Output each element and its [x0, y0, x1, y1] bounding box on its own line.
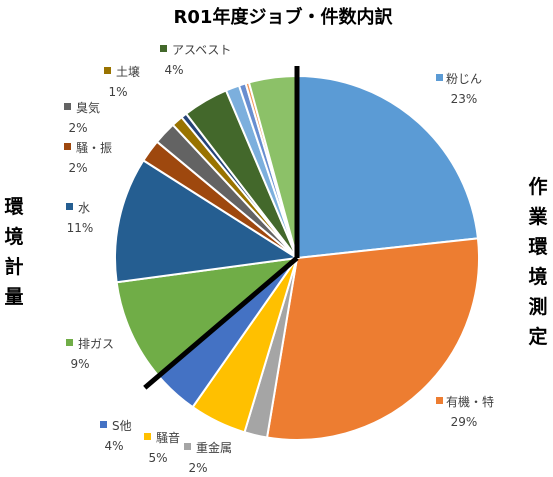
slice-percent-label: 2%	[188, 461, 207, 475]
slice-name-label: S他	[112, 419, 132, 433]
slice-name-label: 騒・振	[76, 141, 112, 155]
slice-label-アスベスト: アスベスト 4%	[160, 43, 231, 77]
slice-name-label: 臭気	[76, 100, 100, 115]
group-label-char: 定	[528, 325, 547, 348]
legend-marker	[66, 203, 73, 210]
slice-label-S他: S他 4%	[100, 419, 132, 453]
legend-marker	[64, 103, 71, 110]
slice-name-label: アスベスト	[172, 43, 231, 57]
group-label-char: 計	[4, 255, 23, 278]
slice-name-label: 粉じん	[446, 72, 482, 86]
divider-line-bottom-left	[143, 256, 299, 390]
slice-label-粉じん: 粉じん 23%	[436, 72, 482, 106]
slice-name-label: 騒音	[156, 430, 180, 445]
slice-label-臭気: 臭気 2%	[64, 100, 100, 135]
slice-percent-label: 4%	[164, 63, 183, 77]
pie-slice-排ガス	[115, 256, 301, 378]
chart-title: R01年度ジョブ・件数内訳	[174, 6, 394, 28]
legend-marker	[436, 74, 443, 81]
slice-name-label: 重金属	[196, 440, 232, 455]
slice-name-label: 水	[78, 201, 90, 215]
slice-label-排ガス: 排ガス 9%	[66, 337, 114, 371]
slice-label-騒・振: 騒・振 2%	[64, 141, 112, 175]
pie-slice-水	[114, 159, 300, 284]
slice-labels: 粉じん 23% 有機・特 29% 重金属 2% 騒音 5% S他 4% 排ガス 9% 水 11% 騒・振 2%…	[64, 43, 494, 475]
slice-label-騒音: 騒音 5%	[144, 430, 180, 465]
slice-label-重金属: 重金属 2%	[184, 440, 232, 475]
legend-marker	[436, 397, 443, 404]
group-label-char: 環	[4, 196, 24, 218]
slice-percent-label: 23%	[451, 92, 478, 106]
group-label-char: 境	[4, 225, 23, 248]
slice-name-label: 有機・特	[446, 394, 494, 409]
slice-label-土壌: 土壌 1%	[104, 65, 140, 99]
group-label-char: 量	[4, 286, 23, 308]
slice-label-有機・特: 有機・特 29%	[436, 394, 494, 429]
group-dividers	[143, 66, 300, 390]
slice-name-label: 土壌	[116, 65, 140, 79]
group-label-char: 業	[527, 205, 548, 228]
slice-percent-label: 5%	[148, 451, 167, 465]
legend-marker	[160, 45, 167, 52]
legend-marker	[144, 433, 151, 440]
group-label-char: 測	[528, 295, 547, 318]
slice-label-水: 水 11%	[66, 201, 93, 235]
group-label-char: 境	[528, 265, 547, 288]
legend-marker	[64, 143, 71, 150]
slice-percent-label: 9%	[70, 357, 89, 371]
legend-marker	[184, 443, 191, 450]
pie-slice-粉じん	[296, 74, 480, 260]
slice-percent-label: 2%	[68, 161, 87, 175]
group-label-char: 作	[528, 175, 547, 198]
slice-percent-label: 4%	[104, 439, 123, 453]
legend-marker	[104, 67, 111, 74]
slice-percent-label: 2%	[68, 121, 87, 135]
pie-slice-有機・特	[265, 237, 480, 441]
pie-slices	[114, 74, 480, 441]
slice-percent-label: 29%	[451, 415, 478, 429]
legend-marker	[100, 421, 107, 428]
slice-percent-label: 1%	[108, 85, 127, 99]
slice-percent-label: 11%	[67, 221, 94, 235]
group-label-char: 環	[528, 236, 548, 258]
slice-name-label: 排ガス	[78, 337, 114, 351]
legend-marker	[66, 339, 73, 346]
